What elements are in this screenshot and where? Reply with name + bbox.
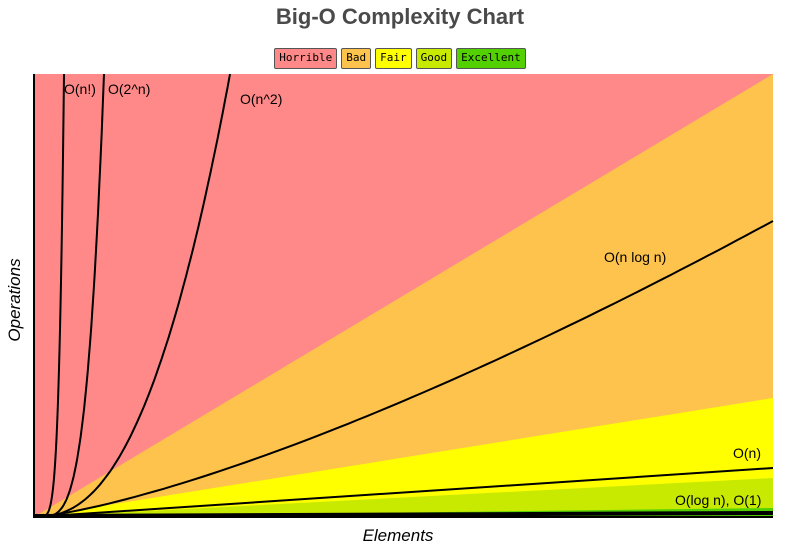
curve-o-n-squared xyxy=(34,73,231,518)
region-fair xyxy=(34,398,773,517)
region-bad xyxy=(34,74,773,517)
curve-label-o-n-squared: O(n^2) xyxy=(240,91,282,107)
curve-o-log-n-o-1 xyxy=(33,511,774,518)
chart-title: Big-O Complexity Chart xyxy=(275,4,525,29)
y-axis-label: Operations xyxy=(5,258,24,342)
legend-item-fair: Fair xyxy=(375,48,412,69)
curve-label-o-2-pow-n: O(2^n) xyxy=(108,81,150,97)
curve-o-n xyxy=(33,467,774,518)
curve-label-o-n-factorial: O(n!) xyxy=(64,81,96,97)
legend-item-bad: Bad xyxy=(341,48,372,69)
curve-label-o-n-log-n: O(n log n) xyxy=(604,249,666,265)
legend: Horrible Bad Fair Good Excellent xyxy=(0,48,800,69)
x-axis-label: Elements xyxy=(363,526,434,545)
curve-label-o-n: O(n) xyxy=(733,445,761,461)
region-good xyxy=(34,478,773,517)
regions-layer xyxy=(34,74,773,517)
curve-o-n-log-n xyxy=(33,220,774,518)
legend-item-horrible: Horrible xyxy=(274,48,338,69)
legend-item-good: Good xyxy=(415,48,453,69)
curve-label-o-log-n-o-1: O(log n), O(1) xyxy=(675,492,761,508)
legend-item-excellent: Excellent xyxy=(456,48,526,69)
